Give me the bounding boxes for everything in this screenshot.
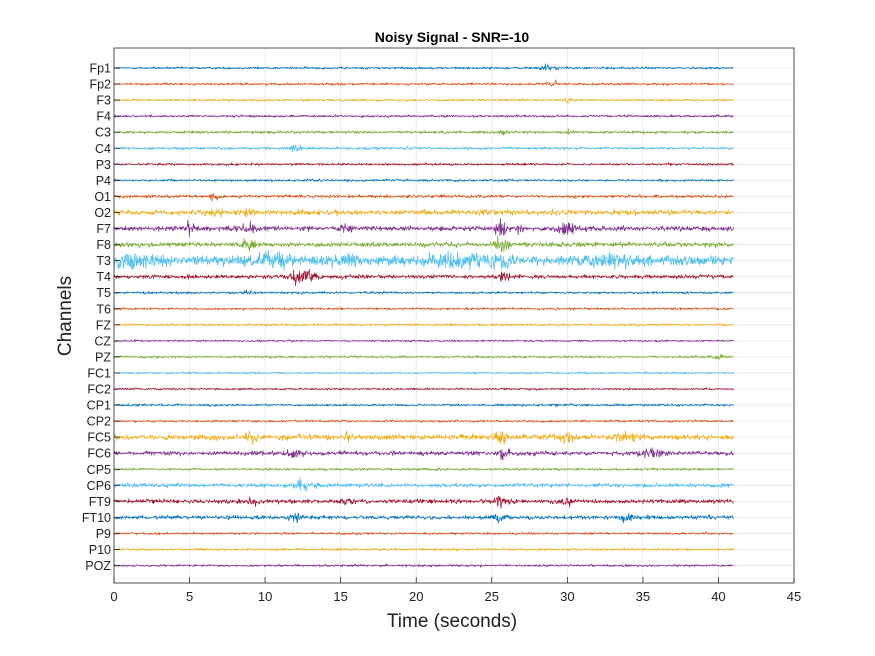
channel-trace — [113, 307, 734, 311]
channel-trace — [113, 430, 734, 446]
channel-trace — [113, 447, 734, 460]
channel-label: FC1 — [87, 366, 111, 380]
channel-label: C4 — [95, 142, 111, 156]
channel-label: CP6 — [87, 479, 111, 493]
channel-trace — [113, 512, 734, 524]
x-tick-label: 25 — [485, 589, 499, 604]
channel-trace — [113, 208, 734, 218]
x-tick-label: 45 — [787, 589, 801, 604]
channel-trace — [113, 128, 734, 136]
channel-label: F7 — [96, 222, 111, 236]
x-axis-ticks: 0 5 10 15 20 25 30 35 40 45 — [110, 577, 801, 604]
y-axis-label: Channels — [55, 276, 76, 356]
channel-trace — [113, 178, 734, 183]
chart-title: Noisy Signal - SNR=-10 — [375, 29, 530, 45]
channel-label: CP1 — [87, 399, 111, 413]
x-tick-label: 35 — [636, 589, 650, 604]
channel-trace — [113, 467, 734, 472]
axes-box — [113, 47, 795, 584]
signal-traces — [113, 63, 734, 568]
channel-trace — [113, 563, 734, 568]
channel-trace — [113, 403, 734, 408]
x-tick-label: 5 — [186, 589, 193, 604]
channel-label: P10 — [89, 543, 111, 557]
channel-label: P9 — [96, 527, 111, 541]
channel-label: FC6 — [87, 447, 111, 461]
channel-trace — [113, 250, 734, 271]
channel-trace — [113, 353, 734, 360]
x-tick-label: 10 — [258, 589, 272, 604]
channel-trace — [113, 218, 734, 238]
channel-label: PZ — [95, 350, 111, 364]
channel-label: C3 — [95, 126, 111, 140]
channel-trace — [113, 63, 734, 71]
channel-trace — [113, 162, 734, 167]
x-tick-label: 30 — [560, 589, 574, 604]
channel-trace — [113, 371, 734, 375]
channel-label: CP5 — [87, 463, 111, 477]
y-axis-channel-labels: Fp1 Fp2 F3 F4 C3 C4 P3 P4 O1 O2 F7 F8 T3 T4 T5 T6 FZ CZ PZ… — [82, 62, 120, 573]
channel-trace — [113, 144, 734, 153]
channel-trace — [113, 531, 734, 536]
channel-trace — [113, 235, 734, 253]
x-tick-label: 20 — [409, 589, 423, 604]
channel-label: T5 — [96, 286, 111, 300]
channel-label: FT10 — [82, 511, 111, 525]
channel-trace — [113, 477, 734, 492]
channel-trace — [113, 97, 734, 104]
channel-label: FC5 — [87, 431, 111, 445]
channel-label: Fp2 — [89, 78, 111, 92]
channel-label: F8 — [96, 238, 111, 252]
channel-label: F3 — [96, 94, 111, 108]
channel-trace — [113, 495, 734, 509]
x-tick-label: 15 — [333, 589, 347, 604]
channel-label: F4 — [96, 110, 111, 124]
channel-trace — [113, 387, 734, 391]
channel-trace — [113, 339, 734, 343]
channel-trace — [113, 193, 734, 202]
channel-trace — [113, 289, 734, 295]
channel-label: O1 — [94, 190, 111, 204]
channel-trace — [113, 547, 734, 552]
channel-trace — [113, 322, 734, 327]
channel-trace — [113, 114, 734, 119]
channel-label: O2 — [94, 206, 111, 220]
channel-trace — [113, 79, 734, 87]
x-axis-label: Time (seconds) — [387, 611, 517, 632]
channel-label: CP2 — [87, 415, 111, 429]
channel-label: T4 — [96, 270, 111, 284]
channel-label: FC2 — [87, 383, 111, 397]
channel-label: P3 — [96, 158, 111, 172]
channel-label: FT9 — [89, 495, 111, 509]
x-tick-label: 0 — [110, 589, 117, 604]
channel-trace — [113, 419, 734, 423]
x-tick-label: 40 — [711, 589, 725, 604]
channel-label: CZ — [94, 334, 111, 348]
channel-label: Fp1 — [89, 62, 111, 76]
channel-trace — [113, 269, 734, 287]
channel-label: POZ — [85, 559, 111, 573]
channel-label: T6 — [96, 302, 111, 316]
channel-label: T3 — [96, 254, 111, 268]
channel-label: FZ — [96, 318, 112, 332]
channel-label: P4 — [96, 174, 111, 188]
plot-area — [114, 48, 794, 583]
